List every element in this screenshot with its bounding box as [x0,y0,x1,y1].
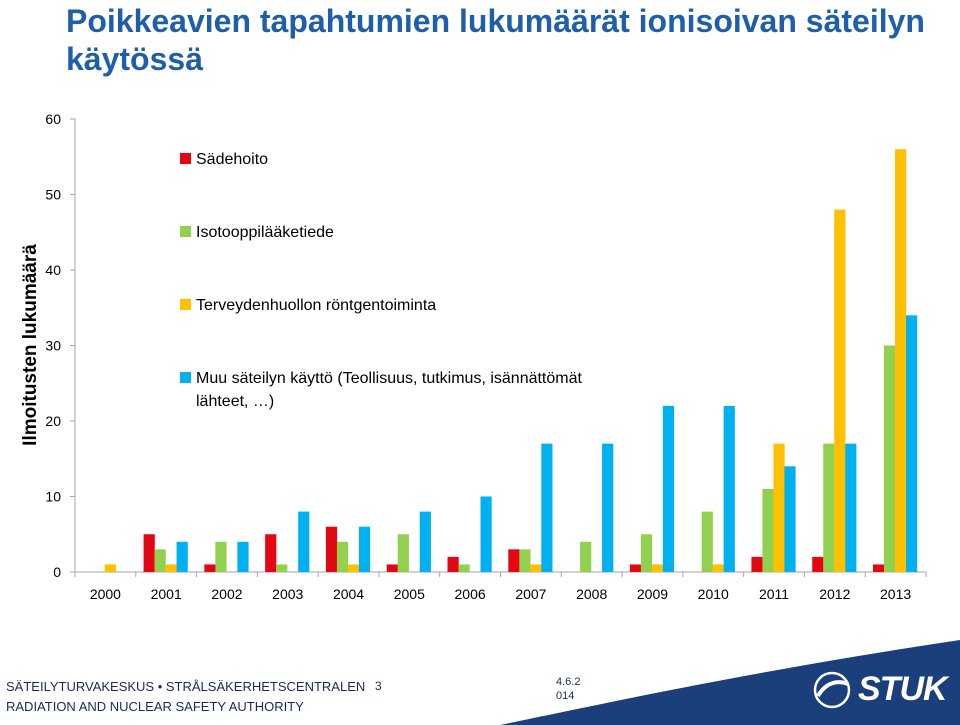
bar [298,511,310,572]
legend-label: Muu säteilyn käyttö (Teollisuus, tutkimu… [196,370,583,387]
x-tick-label: 2010 [698,586,729,602]
page-number: 3 [375,679,382,693]
bar [784,466,796,572]
bar [276,564,288,572]
y-tick-label: 20 [45,413,61,429]
bar [519,549,531,572]
y-tick-label: 10 [45,489,61,505]
bar [629,564,642,572]
footer-authority: SÄTEILYTURVAKESKUS • STRÅLSÄKERHETSCENTR… [6,677,365,717]
legend-label: Isotooppilääketiede [196,224,334,241]
x-tick-label: 2002 [211,586,242,602]
y-tick-label: 40 [45,262,61,278]
bar [541,443,553,572]
bar [204,564,216,572]
x-tick-label: 2007 [515,586,546,602]
slide-date: 4.6.2014 [556,676,581,702]
legend-label: Terveydenhuollon röntgentoiminta [196,297,436,314]
bar [823,443,835,572]
legend-label-continued: lähteet, …) [196,393,274,410]
bar [336,541,349,572]
bar [812,556,824,572]
bar [347,564,360,572]
bar [712,564,724,572]
bar [895,149,907,572]
bar [397,534,409,572]
bar [386,564,398,572]
bar [143,534,155,572]
bar [104,564,116,572]
y-tick-label: 50 [45,187,61,203]
bar [580,541,592,572]
bar-chart: 0 10 20 30 40 50 60 2000 2001 2002 2003 2004 2005 200… [45,111,927,602]
bar [447,556,459,572]
bar [834,209,846,572]
bar [640,534,653,572]
x-tick-label: 2013 [880,586,911,602]
x-tick-label: 2000 [90,586,121,602]
bar [165,564,177,572]
x-tick-label: 2009 [637,586,668,602]
bar [873,564,885,572]
bar [751,556,763,572]
legend-swatch [180,372,191,383]
x-tick-label: 2003 [272,586,303,602]
logo-text: STUK [858,670,948,708]
bar [358,526,371,572]
bar [701,511,713,572]
bar [237,541,249,572]
y-tick-label: 0 [53,564,61,580]
bar [651,564,664,572]
bar [762,488,774,572]
legend-swatch [180,299,191,310]
footer-band-shape [500,640,960,725]
bar [723,405,735,572]
bar [419,511,431,572]
legend-swatch [180,226,191,237]
bar [176,541,188,572]
legend-label: Sädehoito [196,151,268,168]
x-tick-label: 2001 [151,586,182,602]
x-tick-label: 2011 [759,586,789,602]
bar [325,526,338,572]
slide-title: Poikkeavien tapahtumien lukumäärät ionis… [66,3,925,77]
x-tick-label: 2005 [394,586,425,602]
bar [508,549,520,572]
y-tick-label: 30 [45,338,61,354]
bar [265,534,277,572]
x-tick-label: 2012 [819,586,850,602]
bar [480,496,492,572]
legend-swatch [180,153,191,164]
stuk-swoosh-logo-icon [813,671,851,709]
x-tick-label: 2008 [576,586,607,602]
x-tick-label: 2006 [455,586,486,602]
bar [845,443,857,572]
footer-line-2: RADIATION AND NUCLEAR SAFETY AUTHORITY [6,699,304,714]
bar [215,541,227,572]
bar [530,564,542,572]
footer-line-1: SÄTEILYTURVAKESKUS • STRÅLSÄKERHETSCENTR… [6,679,366,694]
bar [154,549,166,572]
footer-band [500,640,960,725]
bar [906,315,918,572]
x-tick-label: 2004 [333,586,364,602]
bar [602,443,614,572]
bar [884,345,896,572]
bar [458,564,470,572]
bar [662,405,675,572]
bar [773,443,785,572]
y-tick-label: 60 [45,111,61,127]
